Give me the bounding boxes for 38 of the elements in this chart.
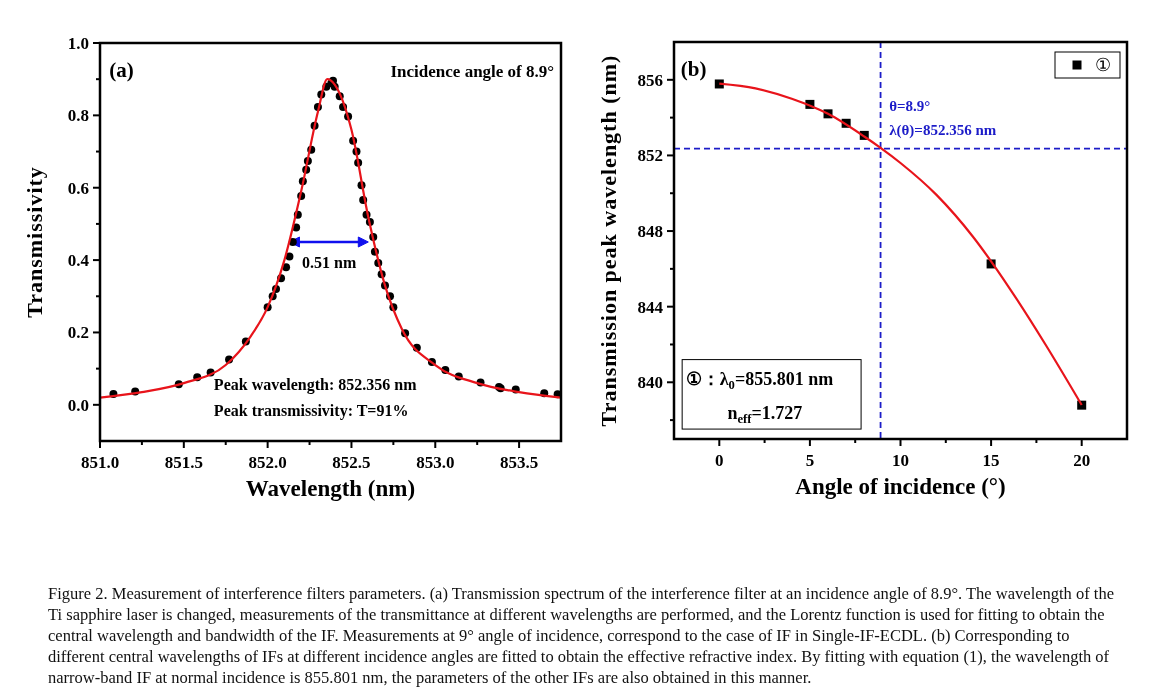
- y-axis-title: Transmissivity: [22, 166, 47, 318]
- annotation: Incidence angle of 8.9°: [390, 61, 555, 81]
- y-tick-label: 0.0: [67, 395, 89, 415]
- x-tick-label: 853.5: [499, 453, 539, 472]
- y-tick-label: 0.4: [67, 251, 90, 271]
- annotation: θ=8.9°: [889, 98, 931, 115]
- x-tick-label: 851.0: [80, 453, 120, 472]
- y-tick-label: 1.0: [67, 33, 89, 53]
- annotation: ①：λ$_{0}$=855.801 nm: [685, 369, 834, 393]
- y-tick-label: 852: [637, 146, 663, 166]
- annotation: λ(θ)=852.356 nm: [889, 122, 997, 140]
- y-axis-title: Transmission peak wavelength (nm): [596, 54, 621, 427]
- x-tick-label: 10: [892, 451, 909, 470]
- annotation: Peak wavelength: 852.356 nm: [213, 376, 418, 395]
- legend-label: ①: [1095, 55, 1111, 75]
- x-tick-label: 852.0: [248, 453, 287, 472]
- y-tick-label: 0.6: [67, 178, 89, 198]
- y-tick-label: 0.2: [67, 323, 89, 343]
- y-tick-label: 840: [637, 373, 663, 393]
- x-tick-label: 20: [1073, 451, 1091, 470]
- y-tick-label: 856: [637, 70, 663, 90]
- annotation: (a): [109, 57, 134, 82]
- y-tick-label: 848: [637, 222, 663, 241]
- y-tick-label: 844: [637, 297, 664, 317]
- x-tick-label: 852.5: [332, 453, 371, 472]
- y-tick-label: 0.8: [67, 106, 89, 126]
- annotation: 0.51 nm: [302, 253, 357, 271]
- x-tick-label: 15: [982, 451, 1000, 470]
- annotation: (b): [680, 56, 707, 81]
- annotation: Peak transmissivity: T=91%: [213, 401, 409, 420]
- x-axis-title: Angle of incidence (°): [795, 474, 1006, 499]
- x-tick-label: 0: [715, 451, 724, 470]
- caption: Figure 2. Measurement of interference filters parameters. (a) Transmission spectrum of the interference filter at an incidence angle of 8.9°. The wavelength of the Ti sapphire laser is changed, measurements of the transmittance at different wavelengths are performed, and the Lorentz function is used for fitting to obtain the central wavelength and bandwidth of the IF. Measurements at 9° angle of incidence, correspond to the case of IF in Single-IF-ECDL. (b) Corresponding to different central wavelengths of IFs at different incidence angles are fitted to obtain the effective refractive index. By fitting with equation (1), the wavelength of narrow-band IF at normal incidence is 855.801 nm, the parameters of the other IFs are also obtained in this manner.: [48, 583, 1116, 688]
- x-axis-title: Wavelength (nm): [245, 476, 416, 501]
- annotation: n$_{eff}$=1.727: [727, 403, 803, 427]
- x-tick-label: 5: [805, 451, 815, 470]
- x-tick-label: 853.0: [416, 453, 455, 472]
- x-tick-label: 851.5: [164, 453, 203, 472]
